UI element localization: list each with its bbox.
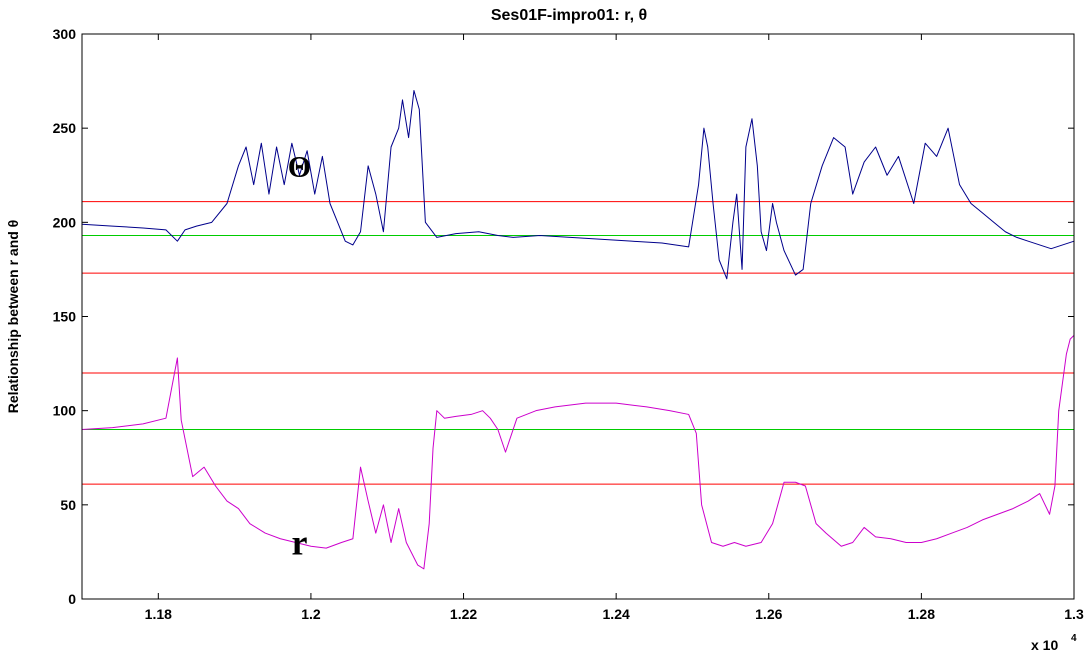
x-tick-label: 1.2 [301, 606, 321, 622]
plot-background [82, 34, 1074, 599]
y-tick-label: 0 [68, 591, 76, 607]
x-tick-label: 1.26 [755, 606, 782, 622]
x-tick-label: 1.22 [450, 606, 477, 622]
y-tick-label: 50 [60, 497, 76, 513]
chart-title: Ses01F-impro01: r, θ [491, 7, 647, 24]
y-tick-label: 150 [53, 309, 77, 325]
y-tick-label: 200 [53, 214, 77, 230]
annotation-label-1: r [291, 523, 307, 563]
y-tick-label: 300 [53, 26, 77, 42]
y-axis-label: Relationship between r and θ [5, 220, 21, 413]
x-tick-label: 1.18 [145, 606, 172, 622]
reference-lines [82, 201, 1074, 485]
axes: 1.18 1.2 1.22 1.24 1.26 1.28 1.3 0 50 100 150 200 25… [53, 26, 1084, 622]
x-tick-label: 1.3 [1064, 606, 1084, 622]
plot-layer [82, 34, 1074, 599]
y-tick-label: 250 [53, 120, 77, 136]
y-tick-label: 100 [53, 403, 77, 419]
series-line-0 [81, 90, 1075, 280]
x-axis-multiplier: x 10 4 [1031, 633, 1077, 653]
x-multiplier-exponent: 4 [1071, 633, 1077, 644]
annotations: Θr [288, 150, 311, 562]
x-tick-label: 1.24 [603, 606, 630, 622]
series-layer [81, 90, 1075, 570]
x-multiplier-base: x 10 [1031, 637, 1058, 653]
series-line-1 [81, 334, 1075, 570]
x-tick-label: 1.28 [908, 606, 935, 622]
annotation-label-0: Θ [288, 150, 311, 183]
